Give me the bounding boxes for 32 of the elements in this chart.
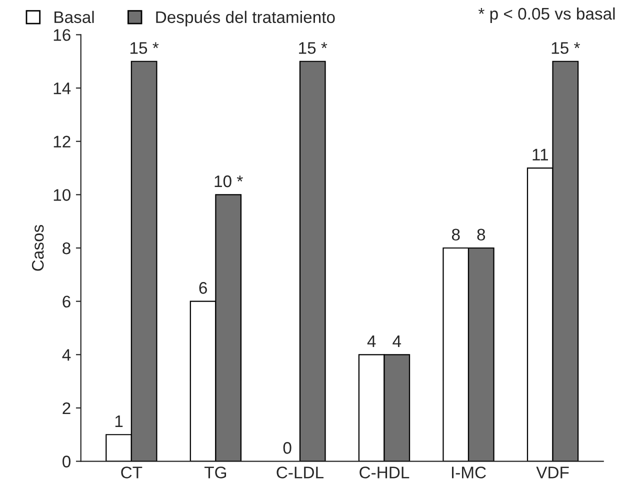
x-tick-label: I-MC [452, 466, 486, 478]
y-tick-label: 10 [54, 189, 70, 201]
legend-label: Después del tratamiento [156, 10, 335, 26]
data-label: 4 [392, 336, 402, 348]
data-label: 0 [283, 442, 292, 454]
y-tick-label: 4 [62, 349, 71, 361]
y-tick-label: 14 [54, 82, 71, 94]
data-label: 4 [367, 336, 376, 348]
x-tick-label: TG [204, 466, 226, 478]
data-label: 15 * [130, 42, 159, 54]
data-label: 15 * [552, 42, 580, 54]
y-tick-label: 12 [54, 136, 70, 148]
y-tick-label: 2 [62, 402, 70, 414]
x-tick-label: CT [121, 466, 142, 478]
x-tick-label: VDF [536, 466, 569, 478]
y-tick-label: 6 [62, 296, 70, 308]
data-label: 10 * [214, 175, 243, 188]
data-label: 6 [199, 282, 207, 294]
y-tick-label: 8 [62, 242, 70, 254]
data-label: 8 [452, 228, 460, 241]
y-tick-label: 16 [54, 29, 70, 41]
text: * p < 0.05 vs basal [478, 7, 615, 23]
data-label: 1 [115, 416, 123, 427]
data-label: 8 [477, 228, 486, 241]
bar [299, 60, 326, 462]
x-tick-label: C-HDL [360, 466, 410, 478]
x-tick-label: C-LDL [276, 466, 324, 478]
y-axis-title: Casos [32, 224, 44, 271]
legend-label: Basal [54, 10, 94, 24]
y-tick-label: 0 [62, 456, 70, 468]
data-label: 15 * [299, 42, 328, 54]
data-label: 11 [532, 148, 548, 160]
